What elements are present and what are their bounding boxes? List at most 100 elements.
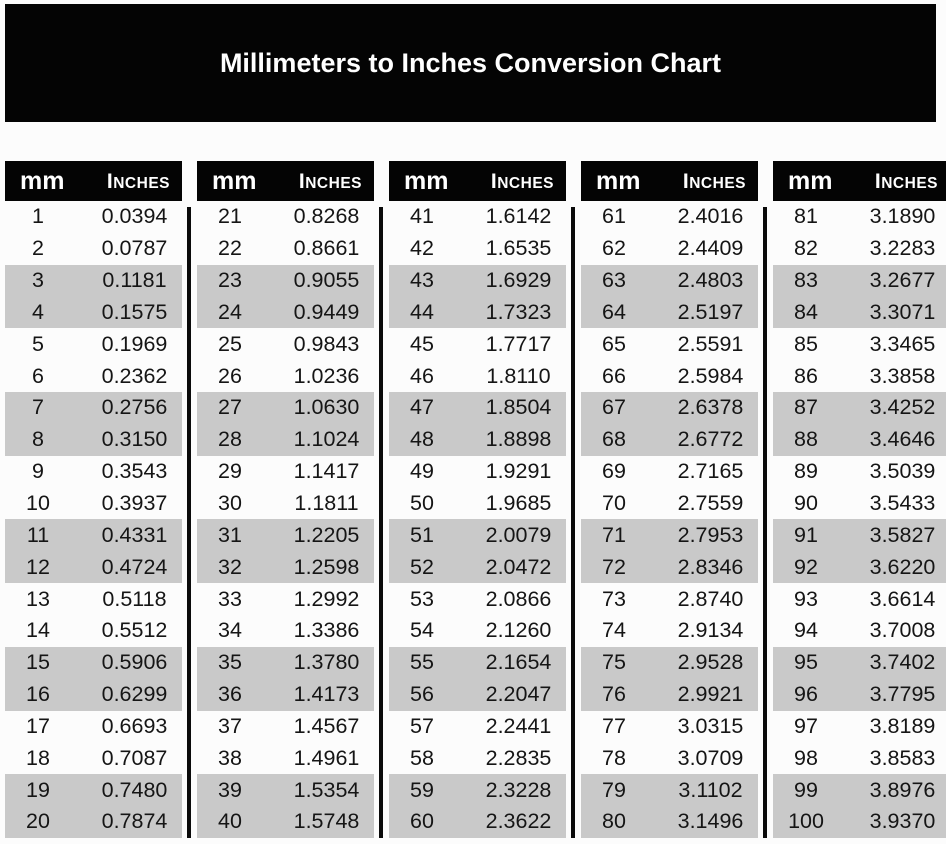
- mm-value: 96: [794, 682, 818, 707]
- table-row: 11 0.4331: [5, 519, 182, 552]
- table-row: 87 3.4252: [773, 392, 946, 424]
- table-row: 49 1.9291: [389, 456, 566, 488]
- inches-value: 0.5906: [101, 650, 168, 675]
- inches-value: 1.1417: [293, 459, 360, 484]
- mm-value: 47: [410, 395, 434, 420]
- mm-value: 98: [794, 745, 818, 770]
- inches-value: 0.8661: [293, 236, 360, 261]
- inches-value: 3.3858: [869, 363, 936, 388]
- table-row: 32 1.2598: [197, 551, 374, 584]
- inches-value: 1.4173: [293, 682, 360, 707]
- table-row: 55 2.1654: [389, 646, 566, 679]
- table-row: 62 2.4409: [581, 233, 758, 265]
- inches-value: 0.1181: [102, 268, 167, 293]
- table-row: 94 3.7008: [773, 615, 946, 647]
- column-header: mm Inches: [197, 161, 374, 201]
- inches-value: 2.5591: [677, 331, 744, 356]
- table-row: 79 3.1102: [581, 774, 758, 807]
- inches-value: 1.6142: [485, 204, 552, 229]
- table-row: 31 1.2205: [197, 519, 374, 552]
- mm-value: 73: [602, 586, 626, 611]
- table-row: 88 3.4646: [773, 423, 946, 456]
- inches-value: 2.8346: [677, 554, 744, 579]
- mm-value: 80: [602, 809, 626, 834]
- mm-value: 88: [794, 427, 818, 452]
- inches-value: 1.5354: [293, 777, 360, 802]
- mm-value: 19: [26, 777, 50, 802]
- inches-value: 0.0787: [101, 236, 168, 261]
- table-row: 90 3.5433: [773, 488, 946, 520]
- table-row: 37 1.4567: [197, 711, 374, 743]
- inches-value: 3.4646: [869, 427, 936, 452]
- table-row: 26 1.0236: [197, 360, 374, 392]
- table-row: 72 2.8346: [581, 551, 758, 584]
- inches-value: 1.7717: [485, 331, 552, 356]
- mm-value: 5: [32, 331, 44, 356]
- inches-value: 2.4016: [677, 204, 744, 229]
- inches-header-label: Inches: [682, 169, 746, 193]
- table-row: 92 3.6220: [773, 551, 946, 584]
- table-row: 30 1.1811: [197, 488, 374, 520]
- mm-value: 18: [26, 745, 50, 770]
- inches-value: 1.2205: [293, 522, 360, 547]
- column-gap: [182, 161, 197, 838]
- table-row: 45 1.7717: [389, 328, 566, 360]
- inches-value: 0.9055: [293, 268, 360, 293]
- table-row: 24 0.9449: [197, 296, 374, 329]
- inches-value: 3.7795: [869, 682, 936, 707]
- inches-value: 2.0866: [485, 586, 552, 611]
- mm-value: 30: [218, 491, 242, 516]
- table-row: 69 2.7165: [581, 456, 758, 488]
- table-row: 46 1.8110: [389, 360, 566, 392]
- inches-value: 3.8976: [869, 777, 936, 802]
- inches-value: 1.6929: [485, 268, 552, 293]
- mm-value: 4: [32, 299, 44, 324]
- inches-value: 3.4252: [869, 395, 936, 420]
- inches-header-label: Inches: [298, 169, 362, 193]
- inches-value: 2.7953: [677, 522, 744, 547]
- mm-value: 46: [410, 363, 434, 388]
- column-header: mm Inches: [581, 161, 758, 201]
- table-row: 73 2.8740: [581, 583, 758, 615]
- column-gap: [566, 161, 581, 838]
- inches-value: 3.0709: [677, 745, 744, 770]
- table-row: 60 2.3622: [389, 806, 566, 838]
- inches-value: 3.7008: [869, 618, 936, 643]
- mm-header-label: mm: [20, 166, 65, 195]
- inches-value: 2.7559: [677, 491, 744, 516]
- column-separator: [187, 207, 191, 838]
- mm-value: 100: [788, 809, 824, 834]
- table-row: 100 3.9370: [773, 806, 946, 838]
- inches-header-label: Inches: [106, 169, 170, 193]
- mm-value: 76: [602, 682, 626, 707]
- inches-value: 0.5118: [102, 586, 167, 611]
- mm-value: 77: [602, 713, 626, 738]
- mm-value: 52: [410, 554, 434, 579]
- mm-value: 59: [410, 777, 434, 802]
- table-row: 9 0.3543: [5, 456, 182, 488]
- table-row: 36 1.4173: [197, 678, 374, 711]
- column-group: mm Inches 41 1.6142 42 1.6535 43 1.6929 44 1.7323…: [389, 161, 566, 838]
- mm-value: 54: [410, 618, 434, 643]
- inches-value: 3.3071: [869, 299, 936, 324]
- mm-value: 21: [218, 204, 242, 229]
- inches-value: 1.0236: [293, 363, 360, 388]
- mm-value: 40: [218, 809, 242, 834]
- mm-value: 99: [794, 777, 818, 802]
- inches-value: 1.8898: [485, 427, 552, 452]
- mm-value: 50: [410, 491, 434, 516]
- mm-value: 83: [794, 268, 818, 293]
- table-row: 40 1.5748: [197, 806, 374, 838]
- inches-value: 3.1102: [678, 777, 743, 802]
- mm-value: 93: [794, 586, 818, 611]
- table-row: 77 3.0315: [581, 711, 758, 743]
- inches-value: 3.5433: [869, 491, 936, 516]
- mm-value: 9: [32, 459, 44, 484]
- inches-value: 0.7874: [101, 809, 168, 834]
- table-row: 19 0.7480: [5, 774, 182, 807]
- table-row: 80 3.1496: [581, 806, 758, 838]
- table-row: 58 2.2835: [389, 742, 566, 774]
- mm-value: 65: [602, 331, 626, 356]
- mm-value: 2: [32, 236, 44, 261]
- inches-value: 3.1496: [677, 809, 744, 834]
